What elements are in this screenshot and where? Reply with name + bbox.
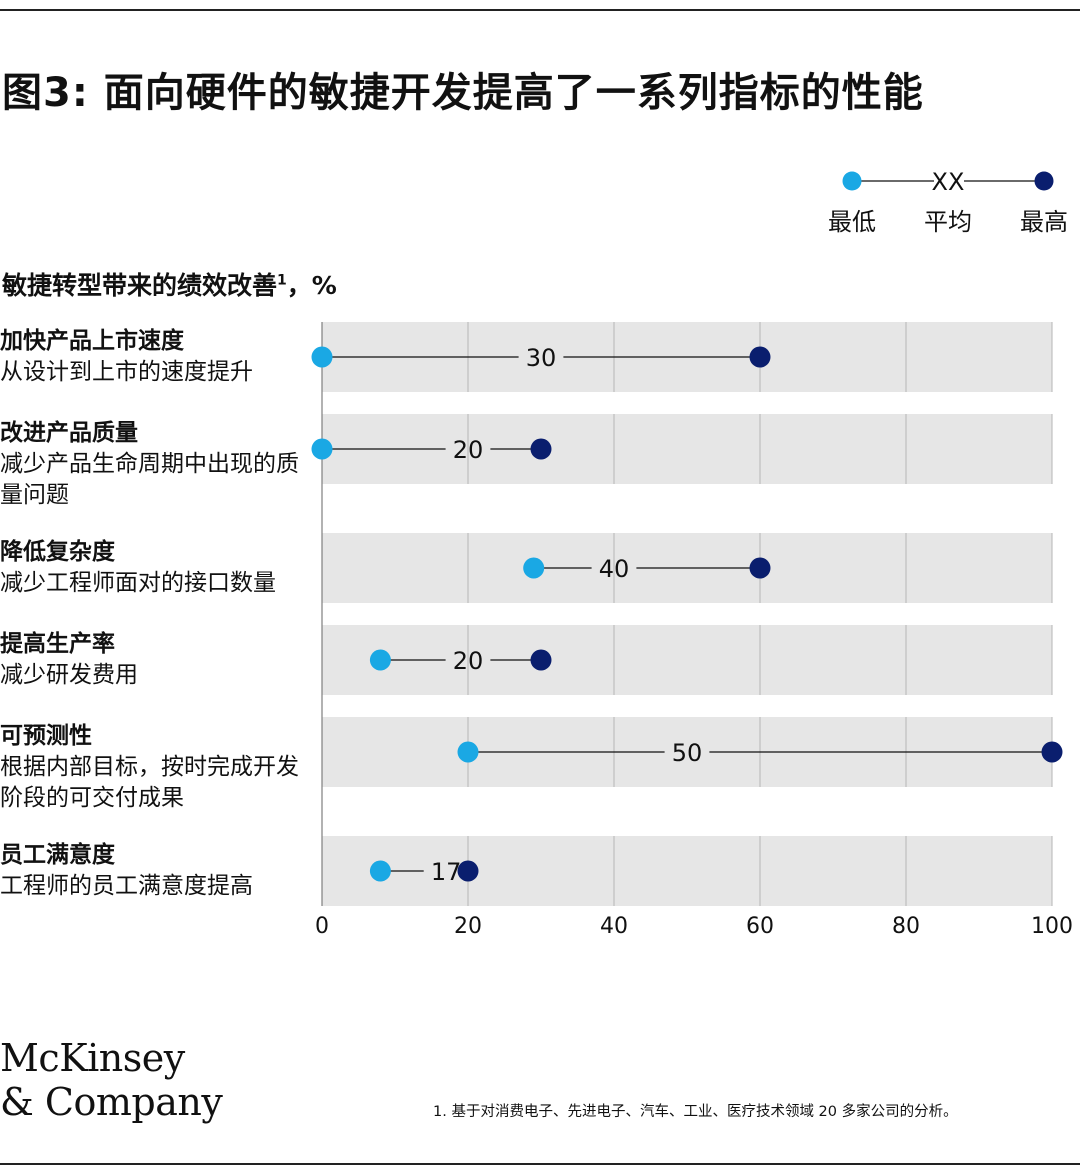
- high-dot: [457, 860, 479, 882]
- metric-description: 工程师的员工满意度提高: [0, 873, 253, 899]
- row-band-6: [322, 836, 1052, 906]
- footnote: 1. 基于对消费电子、先进电子、汽车、工业、医疗技术领域 20 多家公司的分析。: [433, 1104, 958, 1120]
- high-dot: [749, 557, 771, 579]
- legend-low-label: 最低: [828, 208, 876, 236]
- avg-value-label: 20: [453, 436, 484, 464]
- dumbbell-chart: XX 0 20 40 60 80 100 30 20 40 20 50 17: [311, 168, 1073, 939]
- metric-title: 加快产品上市速度: [0, 328, 184, 354]
- logo-line-1: McKinsey: [0, 1036, 185, 1080]
- chart-title: 图3: 面向硬件的敏捷开发提高了一系列指标的性能: [2, 70, 924, 116]
- metric-title: 改进产品质量: [0, 420, 138, 446]
- low-dot: [457, 741, 479, 763]
- avg-value-label: 20: [453, 647, 484, 675]
- x-tick-label: 80: [892, 914, 920, 939]
- x-tick-label: 100: [1031, 914, 1073, 939]
- legend-avg-label: 平均: [924, 208, 972, 236]
- high-dot: [530, 438, 552, 460]
- x-tick-label: 60: [746, 914, 774, 939]
- low-dot: [369, 649, 391, 671]
- metric-description: 减少产品生命周期中出现的质量问题: [0, 451, 299, 508]
- legend-high-dot: [1034, 171, 1054, 191]
- subtitle-text: 敏捷转型带来的绩效改善: [2, 271, 278, 300]
- top-rule: [0, 9, 1080, 11]
- high-dot: [1041, 741, 1063, 763]
- avg-value-label: 50: [672, 739, 703, 767]
- metric-label-6: 员工满意度 工程师的员工满意度提高: [0, 840, 318, 902]
- metric-description: 从设计到上市的速度提升: [0, 359, 253, 385]
- low-dot: [311, 346, 333, 368]
- low-dot: [311, 438, 333, 460]
- high-dot: [530, 649, 552, 671]
- avg-value-label: 30: [526, 344, 557, 372]
- metric-label-1: 加快产品上市速度 从设计到上市的速度提升: [0, 326, 318, 388]
- chart-subtitle: 敏捷转型带来的绩效改善1，%: [2, 266, 337, 302]
- footnote-marker: 1: [277, 272, 287, 289]
- metric-label-4: 提高生产率 减少研发费用: [0, 629, 318, 691]
- low-dot: [523, 557, 545, 579]
- high-dot: [749, 346, 771, 368]
- metric-description: 根据内部目标，按时完成开发阶段的可交付成果: [0, 754, 299, 811]
- metric-description: 减少工程师面对的接口数量: [0, 570, 276, 596]
- x-tick-label: 0: [315, 914, 329, 939]
- logo-line-2: & Company: [0, 1080, 223, 1124]
- avg-value-label: 40: [599, 555, 630, 583]
- metric-title: 降低复杂度: [0, 539, 115, 565]
- legend-low-dot: [842, 171, 862, 191]
- low-dot: [369, 860, 391, 882]
- metric-label-3: 降低复杂度 减少工程师面对的接口数量: [0, 537, 318, 599]
- mckinsey-logo: McKinsey & Company: [0, 1036, 223, 1124]
- subtitle-unit: ，%: [286, 271, 337, 300]
- metric-label-2: 改进产品质量 减少产品生命周期中出现的质量问题: [0, 418, 318, 511]
- metric-title: 员工满意度: [0, 842, 115, 868]
- avg-value-label: 17: [431, 858, 462, 886]
- x-tick-label: 20: [454, 914, 482, 939]
- bottom-rule: [0, 1163, 1080, 1165]
- metric-label-5: 可预测性 根据内部目标，按时完成开发阶段的可交付成果: [0, 721, 318, 814]
- metric-description: 减少研发费用: [0, 662, 138, 688]
- legend-avg-marker: XX: [932, 168, 965, 196]
- metric-title: 提高生产率: [0, 631, 115, 657]
- metric-title: 可预测性: [0, 723, 92, 749]
- x-tick-label: 40: [600, 914, 628, 939]
- legend-high-label: 最高: [1020, 208, 1068, 236]
